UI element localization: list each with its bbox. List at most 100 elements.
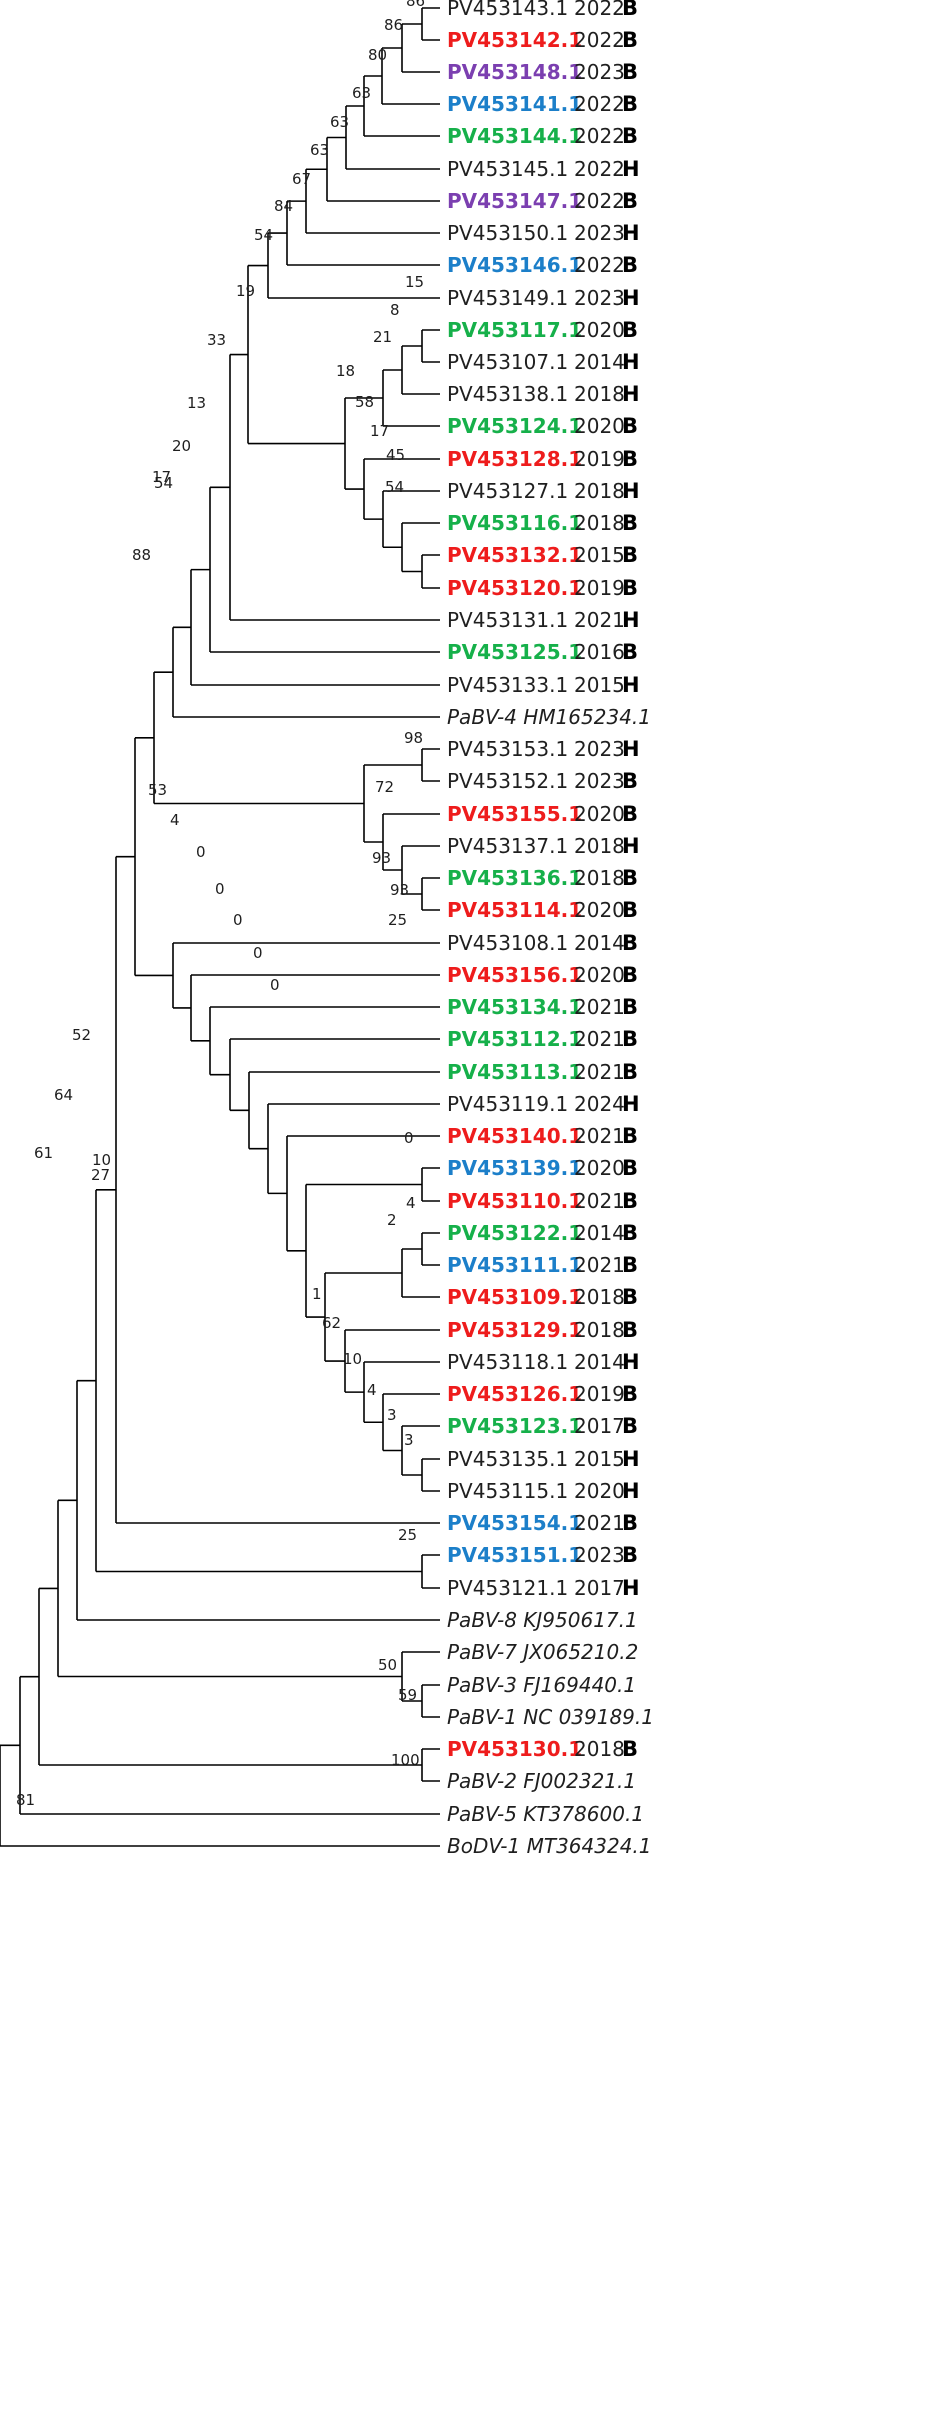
year-label: 2022 — [574, 124, 625, 148]
host-label: H — [622, 608, 640, 632]
accession-label: PV453154.1 — [447, 1511, 582, 1535]
bootstrap-value: 4 — [367, 1381, 377, 1399]
bootstrap-value: 20 — [172, 437, 191, 455]
host-label: B — [622, 1156, 638, 1180]
year-label: 2021 — [574, 1124, 625, 1148]
host-label: B — [622, 1221, 638, 1245]
bootstrap-value: 0 — [253, 944, 263, 962]
year-label: 2018 — [574, 1737, 625, 1761]
host-label: H — [622, 673, 640, 697]
bootstrap-value: 84 — [274, 197, 293, 215]
host-label: B — [622, 0, 638, 20]
bootstrap-value: 1 — [312, 1285, 322, 1303]
accession-label: PV453110.1 — [447, 1189, 582, 1213]
bootstrap-value: 2 — [387, 1211, 397, 1229]
accession-label: PV453150.1 — [447, 221, 568, 245]
host-label: H — [622, 1479, 640, 1503]
bootstrap-value: 67 — [292, 170, 311, 188]
year-label: 2021 — [574, 1189, 625, 1213]
accession-label: PV453117.1 — [447, 318, 582, 342]
accession-label: PV453151.1 — [447, 1543, 582, 1567]
accession-label: PV453126.1 — [447, 1382, 582, 1406]
year-label: 2023 — [574, 60, 625, 84]
bootstrap-value: 33 — [207, 331, 226, 349]
bootstrap-value: 3 — [387, 1406, 397, 1424]
bootstrap-value: 27 — [91, 1166, 110, 1184]
host-label: H — [622, 286, 640, 310]
year-label: 2015 — [574, 543, 625, 567]
host-label: B — [622, 963, 638, 987]
tip-label: PaBV-2 FJ002321.1 — [447, 1769, 636, 1793]
bootstrap-value: 54 — [385, 478, 404, 496]
bootstrap-value: 25 — [388, 911, 407, 929]
host-label: B — [622, 511, 638, 535]
accession-label: PV453125.1 — [447, 640, 582, 664]
host-label: H — [622, 1576, 640, 1600]
year-label: 2023 — [574, 1543, 625, 1567]
bootstrap-value: 13 — [187, 394, 206, 412]
host-label: B — [622, 1511, 638, 1535]
year-label: 2018 — [574, 834, 625, 858]
tip-label: PaBV-3 FJ169440.1 — [447, 1673, 636, 1697]
bootstrap-value: 59 — [398, 1686, 417, 1704]
year-label: 2020 — [574, 414, 625, 438]
bootstrap-value: 52 — [72, 1026, 91, 1044]
host-label: B — [622, 318, 638, 342]
accession-label: PV453156.1 — [447, 963, 582, 987]
accession-label: PV453134.1 — [447, 995, 582, 1019]
bootstrap-value: 63 — [352, 84, 371, 102]
bootstrap-value: 58 — [355, 393, 374, 411]
bootstrap-value: 53 — [148, 781, 167, 799]
year-label: 2018 — [574, 511, 625, 535]
tip-label: PaBV-8 KJ950617.1 — [447, 1608, 638, 1632]
accession-label: PV453121.1 — [447, 1576, 568, 1600]
year-label: 2018 — [574, 1285, 625, 1309]
year-label: 2023 — [574, 769, 625, 793]
accession-label: PV453147.1 — [447, 189, 582, 213]
accession-label: PV453130.1 — [447, 1737, 582, 1761]
accession-label: PV453137.1 — [447, 834, 568, 858]
bootstrap-value: 93 — [372, 849, 391, 867]
accession-label: PV453155.1 — [447, 802, 582, 826]
year-label: 2014 — [574, 350, 625, 374]
reference-strain-label: PaBV-4 HM165234.1 — [447, 705, 651, 729]
accession-label: PV453146.1 — [447, 253, 582, 277]
year-label: 2014 — [574, 931, 625, 955]
host-label: H — [622, 1350, 640, 1374]
bootstrap-value: 19 — [236, 282, 255, 300]
reference-strain-label: PaBV-5 KT378600.1 — [447, 1802, 644, 1826]
accession-label: PV453119.1 — [447, 1092, 568, 1116]
bootstrap-value: 86 — [384, 16, 403, 34]
bootstrap-value: 0 — [196, 843, 206, 861]
reference-strain-label: BoDV-1 MT364324.1 — [447, 1834, 652, 1858]
bootstrap-value: 64 — [54, 1086, 73, 1104]
host-label: H — [622, 1447, 640, 1471]
bootstrap-value: 63 — [330, 113, 349, 131]
host-label: B — [622, 995, 638, 1019]
bootstrap-value: 21 — [373, 328, 392, 346]
host-label: H — [622, 221, 640, 245]
year-label: 2014 — [574, 1221, 625, 1245]
host-label: B — [622, 1285, 638, 1309]
host-label: B — [622, 447, 638, 471]
year-label: 2020 — [574, 898, 625, 922]
bootstrap-value: 93 — [390, 881, 409, 899]
bootstrap-value: 88 — [132, 546, 151, 564]
reference-strain-label: PaBV-7 JX065210.2 — [447, 1640, 638, 1664]
